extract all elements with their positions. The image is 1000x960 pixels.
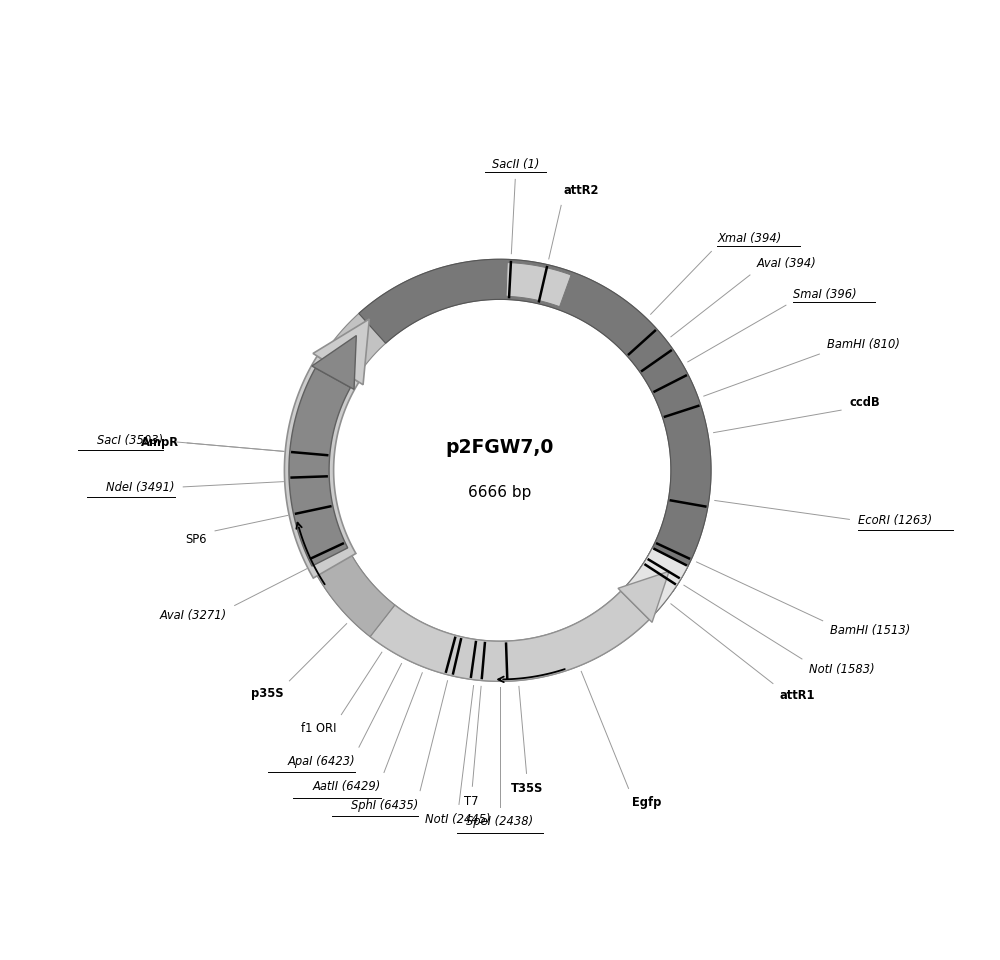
Text: XmaI (394): XmaI (394) bbox=[717, 232, 781, 246]
Polygon shape bbox=[298, 520, 395, 636]
Text: 6666 bp: 6666 bp bbox=[468, 486, 532, 500]
Polygon shape bbox=[621, 548, 688, 619]
Polygon shape bbox=[289, 259, 711, 682]
Polygon shape bbox=[284, 356, 359, 578]
Text: AvaI (3271): AvaI (3271) bbox=[160, 610, 227, 622]
Text: SmaI (396): SmaI (396) bbox=[793, 288, 857, 301]
Text: NotI (2445): NotI (2445) bbox=[425, 813, 491, 826]
Polygon shape bbox=[506, 263, 571, 306]
Text: AatII (6429): AatII (6429) bbox=[313, 780, 381, 793]
Text: SacI (3503): SacI (3503) bbox=[97, 434, 163, 447]
Text: p35S: p35S bbox=[251, 686, 283, 700]
Polygon shape bbox=[312, 336, 356, 390]
Text: SpeI (2438): SpeI (2438) bbox=[466, 815, 534, 828]
Polygon shape bbox=[618, 571, 669, 622]
Text: SphI (6435): SphI (6435) bbox=[351, 799, 418, 812]
Text: SP6: SP6 bbox=[185, 533, 207, 545]
Text: BamHI (1513): BamHI (1513) bbox=[830, 624, 911, 637]
Polygon shape bbox=[313, 319, 369, 385]
Text: AmpR: AmpR bbox=[141, 436, 179, 448]
Text: AvaI (394): AvaI (394) bbox=[757, 257, 816, 270]
Text: T35S: T35S bbox=[511, 781, 543, 795]
Polygon shape bbox=[370, 591, 649, 682]
Text: ApaI (6423): ApaI (6423) bbox=[287, 755, 355, 768]
Text: SacII (1): SacII (1) bbox=[492, 158, 539, 171]
Text: p2FGW7,0: p2FGW7,0 bbox=[446, 438, 554, 457]
Text: attR1: attR1 bbox=[780, 688, 815, 702]
Text: ccdB: ccdB bbox=[849, 396, 880, 409]
Text: Egfp: Egfp bbox=[632, 796, 661, 809]
Text: T7: T7 bbox=[464, 795, 479, 807]
Text: BamHI (810): BamHI (810) bbox=[827, 338, 900, 351]
Text: NotI (1583): NotI (1583) bbox=[809, 663, 875, 677]
Text: f1 ORI: f1 ORI bbox=[301, 722, 337, 734]
Text: NdeI (3491): NdeI (3491) bbox=[106, 481, 175, 493]
Text: attR2: attR2 bbox=[563, 184, 599, 197]
Polygon shape bbox=[359, 259, 711, 591]
Text: EcoRI (1263): EcoRI (1263) bbox=[858, 514, 932, 527]
Polygon shape bbox=[289, 368, 351, 566]
